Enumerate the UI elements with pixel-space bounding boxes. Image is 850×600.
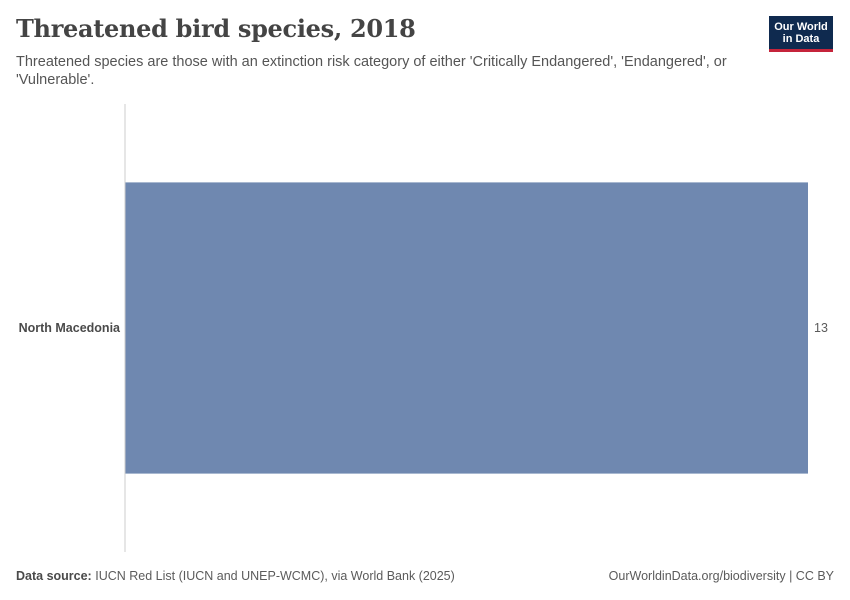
chart-subtitle: Threatened species are those with an ext… bbox=[16, 54, 727, 88]
category-label: North Macedonia bbox=[19, 321, 121, 335]
bar-north-macedonia[interactable] bbox=[125, 182, 808, 474]
data-source-label: Data source: bbox=[16, 569, 92, 583]
owid-logo[interactable]: Our World in Data bbox=[769, 16, 833, 52]
bars-group: North Macedonia 13 bbox=[19, 182, 828, 474]
value-label: 13 bbox=[814, 321, 828, 335]
logo-line-1: Our World bbox=[774, 21, 828, 33]
data-source: Data source: IUCN Red List (IUCN and UNE… bbox=[16, 569, 455, 583]
logo-line-2: in Data bbox=[782, 33, 820, 45]
attribution-link[interactable]: OurWorldinData.org/biodiversity | CC BY bbox=[608, 569, 834, 583]
data-source-text[interactable]: IUCN Red List (IUCN and UNEP-WCMC), via … bbox=[95, 569, 455, 583]
chart-title: Threatened bird species, 2018 bbox=[16, 14, 416, 43]
